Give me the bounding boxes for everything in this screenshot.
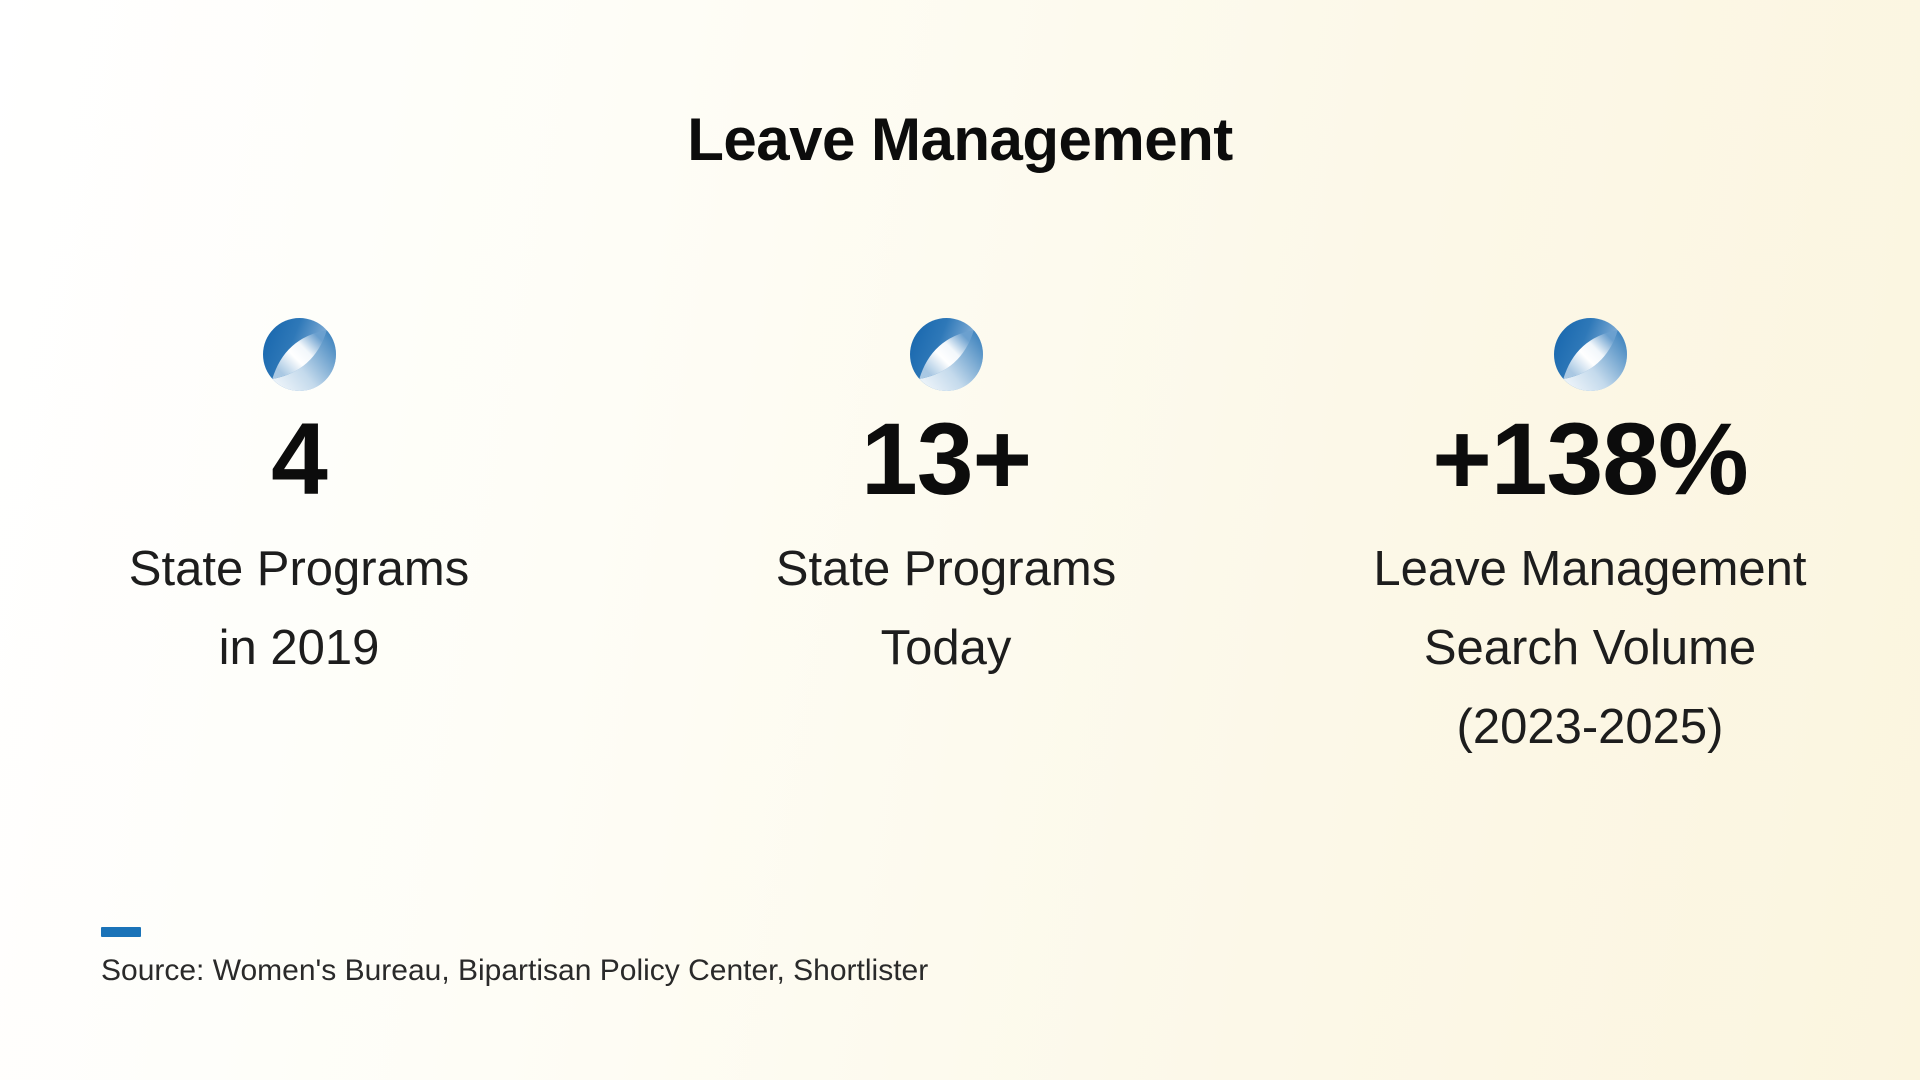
sphere-gradient-icon xyxy=(909,318,983,391)
stat-label-line: Today xyxy=(880,621,1012,675)
sphere-gradient-icon xyxy=(1553,318,1627,391)
source-note: Source: Women's Bureau, Bipartisan Polic… xyxy=(101,927,928,989)
stat-card-state-programs-2019: 4 State Programs in 2019 xyxy=(19,318,579,688)
stat-label-line: in 2019 xyxy=(218,621,380,675)
stat-label: State Programs in 2019 xyxy=(129,530,469,688)
stat-label-line: State Programs xyxy=(128,542,470,596)
source-accent-bar xyxy=(101,927,141,937)
stat-card-leave-management-search-volume: +138% Leave Management Search Volume (20… xyxy=(1310,318,1870,767)
stat-value: 4 xyxy=(271,402,328,516)
stat-label-line: State Programs xyxy=(775,542,1117,596)
sphere-gradient-icon xyxy=(262,318,336,391)
source-text: Source: Women's Bureau, Bipartisan Polic… xyxy=(101,954,929,987)
stat-label: Leave Management Search Volume (2023-202… xyxy=(1373,530,1806,767)
stat-value: +138% xyxy=(1432,402,1748,516)
stat-value: 13+ xyxy=(860,402,1032,516)
stat-card-state-programs-today: 13+ State Programs Today xyxy=(666,318,1226,688)
stat-label: State Programs Today xyxy=(776,530,1116,688)
stat-label-line: Search Volume xyxy=(1423,621,1757,675)
stat-label-line: (2023-2025) xyxy=(1456,700,1724,754)
page-title: Leave Management xyxy=(687,106,1233,173)
stat-label-line: Leave Management xyxy=(1373,542,1807,596)
